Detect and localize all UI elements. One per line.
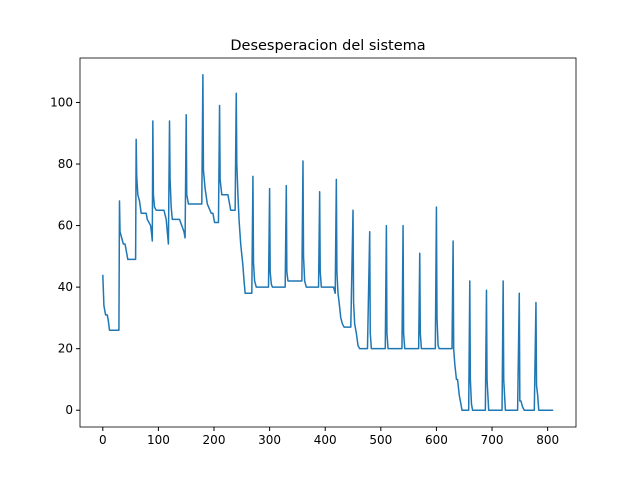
y-tick-label: 60 xyxy=(58,219,73,233)
x-tick-label: 300 xyxy=(258,433,281,447)
plot-frame xyxy=(79,57,577,428)
data-line xyxy=(102,74,554,411)
x-tick-label: 100 xyxy=(147,433,170,447)
y-tick-label: 40 xyxy=(58,280,73,294)
y-tick-label: 0 xyxy=(65,403,73,417)
chart-title: Desesperacion del sistema xyxy=(230,38,425,54)
y-tick-label: 20 xyxy=(58,342,73,356)
x-tick-label: 200 xyxy=(203,433,226,447)
y-tick-label: 80 xyxy=(58,157,73,171)
y-tick-label: 100 xyxy=(50,95,73,109)
x-tick-label: 600 xyxy=(425,433,448,447)
x-tick-label: 400 xyxy=(314,433,337,447)
x-tick-label: 500 xyxy=(369,433,392,447)
x-tick-label: 0 xyxy=(99,433,107,447)
x-tick-label: 700 xyxy=(481,433,504,447)
x-tick-label: 800 xyxy=(536,433,559,447)
